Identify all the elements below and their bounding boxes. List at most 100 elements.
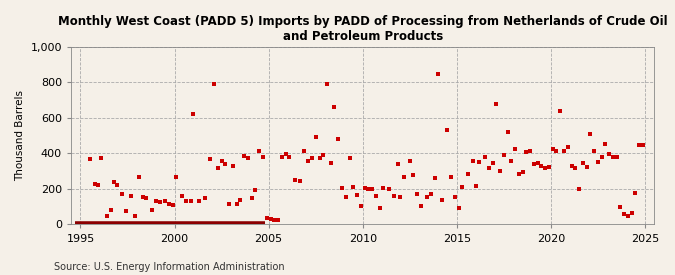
Point bbox=[344, 156, 355, 160]
Point bbox=[596, 155, 607, 159]
Point bbox=[510, 147, 520, 151]
Point bbox=[371, 194, 381, 198]
Point bbox=[566, 164, 577, 168]
Point bbox=[467, 158, 478, 163]
Point bbox=[84, 156, 95, 161]
Point bbox=[146, 208, 157, 213]
Point bbox=[462, 172, 473, 176]
Point bbox=[199, 196, 210, 200]
Point bbox=[480, 155, 491, 159]
Point bbox=[533, 161, 543, 166]
Text: Source: U.S. Energy Information Administration: Source: U.S. Energy Information Administ… bbox=[54, 262, 285, 272]
Point bbox=[188, 111, 198, 116]
Point bbox=[258, 155, 269, 159]
Point bbox=[303, 159, 314, 164]
Point bbox=[517, 170, 528, 174]
Point bbox=[615, 205, 626, 209]
Point bbox=[551, 148, 562, 153]
Point bbox=[167, 203, 178, 207]
Point bbox=[333, 137, 344, 141]
Point bbox=[570, 166, 580, 170]
Point bbox=[137, 195, 148, 199]
Point bbox=[483, 166, 494, 170]
Point bbox=[163, 202, 174, 206]
Point bbox=[96, 156, 107, 160]
Point bbox=[433, 72, 443, 77]
Point bbox=[220, 162, 231, 166]
Point bbox=[543, 164, 554, 169]
Point bbox=[223, 202, 234, 206]
Point bbox=[638, 143, 649, 148]
Point bbox=[608, 155, 618, 159]
Point bbox=[112, 182, 123, 187]
Point bbox=[457, 185, 468, 189]
Point bbox=[216, 159, 227, 164]
Point bbox=[593, 160, 603, 164]
Point bbox=[284, 155, 295, 159]
Point bbox=[315, 156, 326, 160]
Point bbox=[359, 186, 370, 190]
Point bbox=[562, 145, 573, 149]
Point bbox=[261, 216, 272, 221]
Point bbox=[622, 213, 633, 218]
Point bbox=[205, 156, 216, 161]
Point bbox=[589, 148, 599, 153]
Point bbox=[426, 192, 437, 197]
Point bbox=[299, 148, 310, 153]
Point bbox=[367, 187, 377, 191]
Point bbox=[446, 175, 456, 180]
Point bbox=[185, 199, 196, 204]
Point bbox=[487, 161, 498, 166]
Point bbox=[117, 192, 128, 197]
Point bbox=[502, 130, 513, 134]
Point bbox=[109, 180, 119, 184]
Point bbox=[105, 208, 116, 213]
Point bbox=[612, 155, 622, 159]
Point bbox=[254, 148, 265, 153]
Point bbox=[540, 166, 551, 170]
Point bbox=[378, 186, 389, 190]
Point bbox=[555, 109, 566, 113]
Point bbox=[325, 161, 336, 166]
Point bbox=[250, 188, 261, 192]
Point bbox=[276, 155, 287, 159]
Y-axis label: Thousand Barrels: Thousand Barrels bbox=[15, 90, 25, 181]
Point bbox=[600, 142, 611, 146]
Point bbox=[495, 169, 506, 174]
Point bbox=[363, 187, 374, 191]
Point bbox=[101, 213, 112, 218]
Point bbox=[436, 197, 447, 202]
Point bbox=[242, 156, 253, 160]
Point bbox=[404, 158, 415, 163]
Point bbox=[151, 199, 161, 204]
Point bbox=[392, 162, 403, 166]
Point bbox=[421, 195, 432, 199]
Point bbox=[246, 196, 257, 200]
Point bbox=[141, 196, 152, 200]
Point bbox=[577, 161, 588, 166]
Point bbox=[474, 160, 485, 164]
Point bbox=[626, 211, 637, 215]
Point bbox=[506, 159, 517, 164]
Point bbox=[559, 148, 570, 153]
Point bbox=[524, 148, 535, 153]
Point bbox=[388, 194, 399, 198]
Point bbox=[581, 164, 592, 169]
Point bbox=[294, 179, 305, 183]
Point bbox=[352, 193, 362, 197]
Point bbox=[374, 206, 385, 211]
Point bbox=[265, 217, 276, 221]
Point bbox=[521, 150, 532, 154]
Point bbox=[337, 186, 348, 190]
Point bbox=[89, 182, 100, 186]
Point bbox=[498, 153, 509, 157]
Point bbox=[180, 198, 191, 203]
Point bbox=[619, 212, 630, 216]
Point bbox=[306, 156, 317, 160]
Point bbox=[177, 194, 188, 198]
Point bbox=[430, 176, 441, 180]
Point bbox=[321, 82, 332, 86]
Point bbox=[310, 135, 321, 140]
Point bbox=[348, 185, 358, 189]
Point bbox=[529, 162, 539, 166]
